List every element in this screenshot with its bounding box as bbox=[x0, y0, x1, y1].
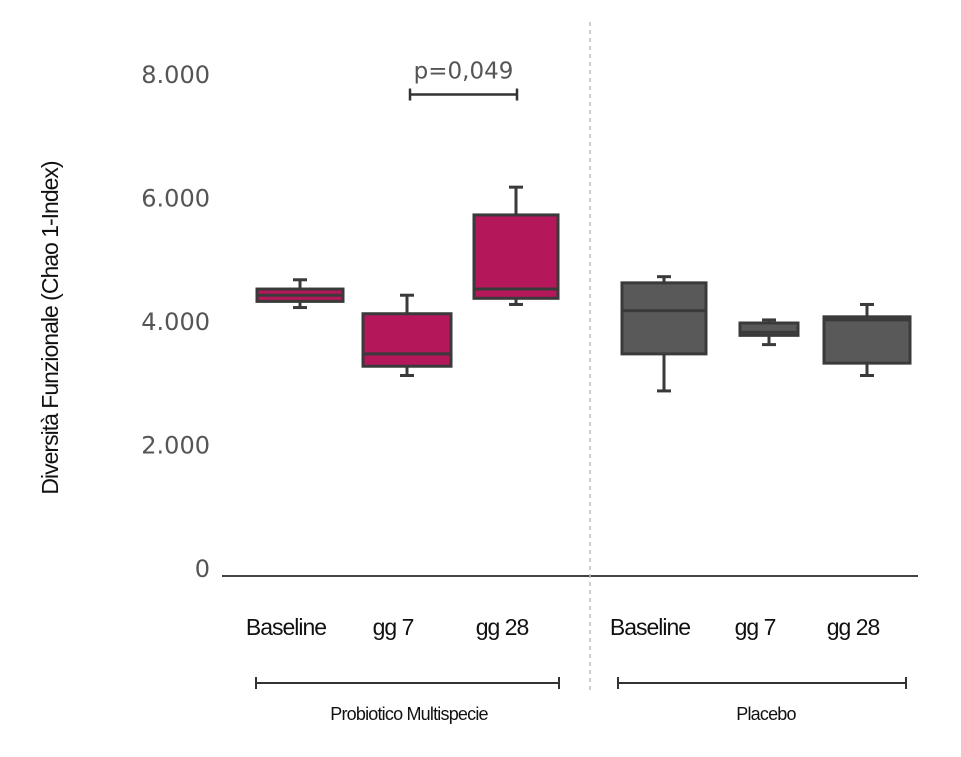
y-tick-label: 0 bbox=[195, 555, 210, 583]
box-probiotico-baseline bbox=[255, 278, 345, 310]
category-label: gg 28 bbox=[476, 614, 529, 640]
y-axis-ticks: 0 2.000 4.000 6.000 8.000 bbox=[141, 61, 210, 583]
y-tick-label: 8.000 bbox=[141, 61, 210, 89]
p-value-label: p=0,049 bbox=[414, 59, 514, 85]
box-probiotico-gg-28 bbox=[472, 185, 560, 306]
y-axis-label: Diversità Funzionale (Chao 1-Index) bbox=[37, 161, 63, 495]
box-iqr bbox=[822, 315, 912, 365]
box-iqr bbox=[620, 281, 708, 356]
box-placebo-baseline bbox=[620, 275, 708, 393]
box-iqr bbox=[472, 213, 560, 300]
y-tick-label: 6.000 bbox=[141, 185, 210, 213]
annotations-layer: p=0,049 bbox=[408, 59, 519, 101]
y-tick-label: 2.000 bbox=[141, 432, 210, 460]
box-iqr bbox=[361, 312, 453, 368]
group-brackets: Probiotico Multispecie Placebo bbox=[255, 677, 907, 724]
y-tick-label: 4.000 bbox=[141, 308, 210, 336]
box-probiotico-gg-7 bbox=[361, 293, 453, 377]
category-labels: Baseline gg 7 gg 28 Baseline gg 7 gg 28 bbox=[246, 614, 881, 640]
category-label: Baseline bbox=[246, 614, 326, 640]
boxes-layer bbox=[255, 185, 912, 393]
category-label: Baseline bbox=[610, 614, 690, 640]
group-label: Placebo bbox=[736, 704, 796, 724]
box-placebo-gg-28 bbox=[822, 302, 912, 377]
category-label: gg 28 bbox=[827, 614, 880, 640]
group-label: Probiotico Multispecie bbox=[330, 704, 488, 724]
box-placebo-gg-7 bbox=[738, 318, 800, 347]
category-label: gg 7 bbox=[373, 614, 414, 640]
category-label: gg 7 bbox=[735, 614, 776, 640]
